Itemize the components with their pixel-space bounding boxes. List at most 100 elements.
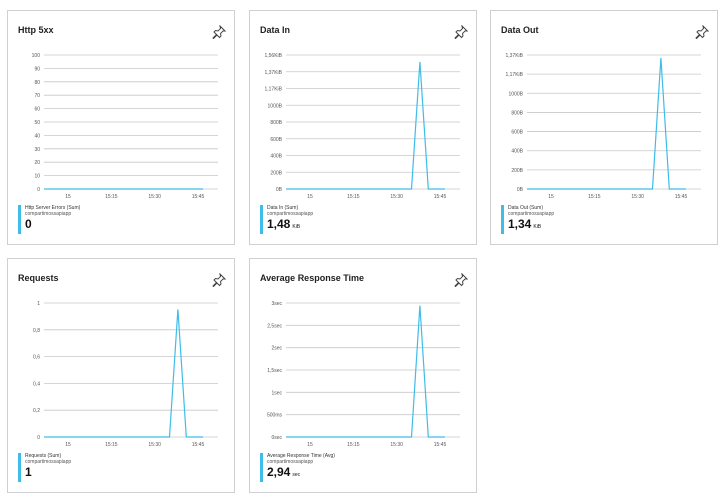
legend-metric-name: Http Server Errors (Sum) <box>25 205 81 211</box>
pin-icon[interactable] <box>212 273 226 287</box>
y-tick-label: 800B <box>270 120 282 126</box>
legend-metric-name: Data In (Sum) <box>267 205 299 211</box>
x-tick-label: 15:30 <box>148 194 161 200</box>
x-tick-label: 15 <box>307 442 313 448</box>
legend-value-number: 0 <box>25 217 32 231</box>
chart: 1,56KiB 1,37KiB 1,17KiB 1000B 800B 600B 400B 20… <box>264 53 460 200</box>
legend[interactable]: Requests (Sum) compartimossapiapp 1 <box>18 453 71 482</box>
legend-value-unit: KiB <box>533 224 542 230</box>
legend-resource-name: compartimossapiapp <box>508 211 555 217</box>
x-tick-label: 15:45 <box>434 442 447 448</box>
x-tick-label: 15:15 <box>347 194 360 200</box>
x-tick-label: 15:30 <box>390 194 403 200</box>
tile-title: Data Out <box>501 25 539 35</box>
y-tick-label: 70 <box>34 93 40 99</box>
y-tick-label: 20 <box>34 160 40 166</box>
y-tick-label: 1sec <box>271 390 282 396</box>
y-tick-label: 1 <box>37 301 40 307</box>
y-tick-label: 100 <box>32 53 41 59</box>
y-tick-label: 50 <box>34 120 40 126</box>
legend-resource-name: compartimossapiapp <box>267 211 314 217</box>
y-tick-label: 0,8 <box>33 328 40 334</box>
legend-value: 1,34 KiB <box>508 217 554 234</box>
tile-data-in[interactable]: Data In 1,56KiB 1,37KiB 1,17KiB 1000B 800B 60… <box>249 10 477 245</box>
y-tick-label: 2,5sec <box>267 323 282 329</box>
y-tick-label: 200B <box>270 170 282 176</box>
y-tick-label: 40 <box>34 133 40 139</box>
y-tick-label: 90 <box>34 66 40 72</box>
x-tick-label: 15:45 <box>675 194 688 200</box>
series-line <box>286 61 445 190</box>
y-tick-label: 1,17KiB <box>264 87 282 93</box>
pin-icon[interactable] <box>454 273 468 287</box>
legend-value-number: 1,34 <box>508 217 532 231</box>
legend-value: 0 <box>25 217 80 234</box>
legend-value: 2,94 sec <box>267 465 335 482</box>
pin-icon[interactable] <box>695 25 709 39</box>
y-tick-label: 1000B <box>268 103 283 109</box>
tile-average-response-time[interactable]: Average Response Time 3sec 2,5sec 2sec 1,5s… <box>249 258 477 493</box>
y-tick-label: 800B <box>511 110 523 116</box>
y-tick-label: 0,2 <box>33 408 40 414</box>
legend[interactable]: Average Response Time (Avg) compartimoss… <box>260 453 335 482</box>
y-tick-label: 2sec <box>271 346 282 352</box>
tile-data-out[interactable]: Data Out 1,37KiB 1,17KiB 1000B 800B 600B 400B… <box>490 10 718 245</box>
x-tick-label: 15:45 <box>192 194 205 200</box>
y-tick-label: 500ms <box>267 413 283 419</box>
legend-metric-name: Data Out (Sum) <box>508 205 544 211</box>
legend[interactable]: Data In (Sum) compartimossapiapp 1,48 KiB <box>260 205 313 234</box>
y-tick-label: 400B <box>511 149 523 155</box>
series-line <box>527 57 686 190</box>
legend-value: 1,48 KiB <box>267 217 313 234</box>
x-tick-label: 15:15 <box>105 194 118 200</box>
tile-title: Requests <box>18 273 59 283</box>
chart: 3sec 2,5sec 2sec 1,5sec 1sec 500ms 0sec 15 15:15… <box>267 301 460 448</box>
legend-metric-name: Requests (Sum) <box>25 453 62 459</box>
y-tick-label: 1,17KiB <box>505 72 523 78</box>
y-tick-label: 600B <box>511 130 523 136</box>
y-tick-label: 60 <box>34 107 40 113</box>
y-tick-label: 1,37KiB <box>264 70 282 76</box>
y-tick-label: 0B <box>517 187 524 193</box>
x-tick-label: 15:30 <box>390 442 403 448</box>
tile-title: Data In <box>260 25 291 35</box>
y-tick-label: 0sec <box>271 435 282 441</box>
tile-requests[interactable]: Requests 1 0,8 0,6 0,4 0,2 0 15 15:15 15:30 15:45… <box>7 258 235 493</box>
x-tick-label: 15:30 <box>148 442 161 448</box>
legend-value-unit: KiB <box>292 224 301 230</box>
y-tick-label: 0 <box>37 435 40 441</box>
legend-resource-name: compartimossapiapp <box>25 211 72 217</box>
legend-value: 1 <box>25 465 71 482</box>
x-tick-label: 15 <box>548 194 554 200</box>
x-tick-label: 15:45 <box>192 442 205 448</box>
y-tick-label: 1,37KiB <box>505 53 523 59</box>
x-tick-label: 15:15 <box>105 442 118 448</box>
y-tick-label: 0,6 <box>33 355 40 361</box>
pin-icon[interactable] <box>454 25 468 39</box>
legend-value-number: 1 <box>25 465 32 479</box>
y-tick-label: 3sec <box>271 301 282 307</box>
x-tick-label: 15:15 <box>588 194 601 200</box>
x-tick-label: 15:30 <box>631 194 644 200</box>
legend-resource-name: compartimossapiapp <box>267 459 314 465</box>
x-tick-label: 15 <box>65 194 71 200</box>
y-tick-label: 80 <box>34 80 40 86</box>
x-tick-label: 15:45 <box>434 194 447 200</box>
tile-http-5xx[interactable]: Http 5xx 100 90 80 70 60 50 40 30 20 10 0 15 15:15 15… <box>7 10 235 245</box>
y-tick-label: 200B <box>511 168 523 174</box>
y-tick-label: 600B <box>270 137 282 143</box>
chart: 1,37KiB 1,17KiB 1000B 800B 600B 400B 200B 0B 15 1… <box>505 53 701 200</box>
series-line <box>44 309 203 438</box>
chart: 1 0,8 0,6 0,4 0,2 0 15 15:15 15:30 15:45 <box>33 301 218 448</box>
x-tick-label: 15 <box>65 442 71 448</box>
y-tick-label: 1,56KiB <box>264 53 282 59</box>
y-tick-label: 0B <box>276 187 283 193</box>
pin-icon[interactable] <box>212 25 226 39</box>
y-tick-label: 0,4 <box>33 381 40 387</box>
legend[interactable]: Http Server Errors (Sum) compartimossapi… <box>18 205 80 234</box>
y-tick-label: 1,5sec <box>267 368 282 374</box>
legend-metric-name: Average Response Time (Avg) <box>267 453 335 459</box>
x-tick-label: 15 <box>307 194 313 200</box>
legend[interactable]: Data Out (Sum) compartimossapiapp 1,34 Ki… <box>501 205 554 234</box>
y-tick-label: 10 <box>34 174 40 180</box>
